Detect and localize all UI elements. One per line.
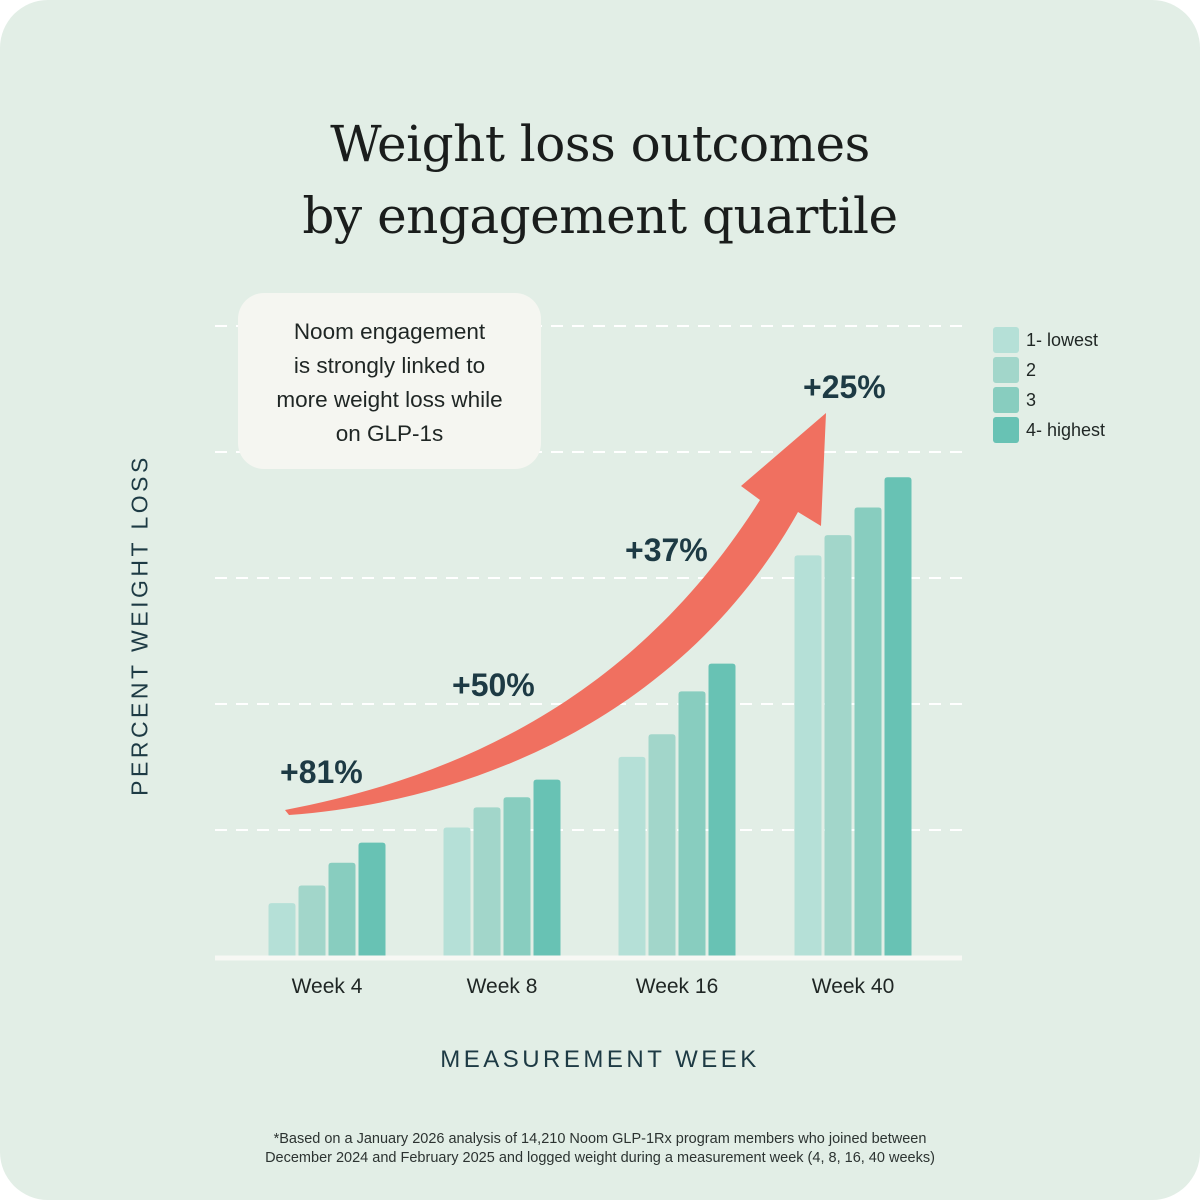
bar-week-8-q3 (503, 797, 531, 956)
callout-line-3: more weight loss while (276, 387, 503, 412)
growth-arrow (285, 413, 826, 815)
bar-week-4-q2 (298, 885, 326, 956)
footnote: *Based on a January 2026 analysis of 14,… (0, 1130, 1200, 1168)
bar-week-16-q1 (618, 756, 646, 956)
bar-week-16-q2 (648, 734, 676, 956)
callout-line-1: Noom engagement (293, 319, 486, 344)
bar-week-4-q3 (328, 862, 356, 956)
growth-annotation: +50% (452, 667, 535, 703)
bar-week-40-q1 (794, 555, 822, 956)
bar-week-16-q3 (678, 691, 706, 956)
footnote-line-2: December 2024 and February 2025 and logg… (265, 1150, 935, 1166)
legend-label: 1- lowest (1026, 330, 1099, 350)
legend-label: 2 (1026, 360, 1037, 380)
legend-swatch (993, 357, 1019, 383)
bar-week-40-q4 (884, 477, 912, 956)
legend-label: 3 (1026, 390, 1037, 410)
bar-week-16-q4 (708, 663, 736, 956)
growth-annotation: +37% (625, 532, 708, 568)
bar-week-40-q3 (854, 507, 882, 956)
bar-week-8-q1 (443, 827, 471, 956)
bar-week-40-q2 (824, 535, 852, 956)
legend-item: 2 (993, 357, 1133, 383)
x-axis-label: MEASUREMENT WEEK (440, 1046, 760, 1073)
growth-annotation: +25% (803, 369, 886, 405)
x-tick-label: Week 16 (636, 975, 719, 998)
legend-item: 4- highest (993, 417, 1133, 443)
legend-item: 3 (993, 387, 1133, 413)
x-tick-label: Week 4 (292, 975, 363, 998)
bar-week-4-q1 (268, 903, 296, 956)
bar-week-8-q4 (533, 779, 561, 956)
callout-box: Noom engagement is strongly linked to mo… (238, 293, 541, 469)
bar-week-8-q2 (473, 807, 501, 956)
growth-annotation: +81% (280, 754, 363, 790)
y-axis-label-text: PERCENT WEIGHT LOSS (126, 454, 153, 796)
legend-swatch (993, 387, 1019, 413)
title-line-2: by engagement quartile (302, 187, 898, 245)
chart-title: Weight loss outcomes by engagement quart… (0, 108, 1200, 252)
legend-swatch (993, 327, 1019, 353)
legend-item: 1- lowest (993, 327, 1133, 353)
legend-swatch (993, 417, 1019, 443)
x-tick-label: Week 40 (812, 975, 895, 998)
footnote-line-1: *Based on a January 2026 analysis of 14,… (273, 1131, 927, 1147)
callout-line-4: on GLP-1s (335, 421, 444, 446)
title-line-1: Weight loss outcomes (330, 115, 870, 173)
legend-label: 4- highest (1026, 420, 1106, 440)
bar-week-4-q4 (358, 842, 386, 956)
x-tick-label: Week 8 (467, 975, 538, 998)
callout-line-2: is strongly linked to (293, 353, 486, 378)
